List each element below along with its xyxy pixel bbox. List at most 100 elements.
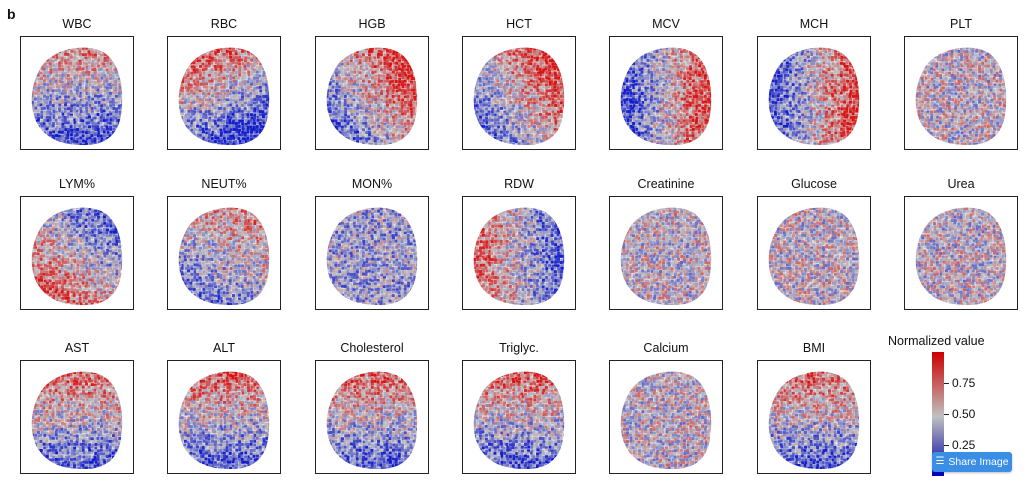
- data-point: [412, 101, 416, 105]
- data-point: [412, 92, 416, 96]
- data-point: [235, 44, 238, 47]
- data-point: [467, 113, 470, 116]
- data-point: [124, 101, 127, 104]
- data-point: [350, 137, 354, 141]
- data-point: [416, 67, 418, 71]
- data-point: [512, 146, 515, 149]
- data-point: [58, 118, 62, 122]
- data-point: [419, 74, 422, 77]
- data-point: [380, 98, 384, 102]
- data-point: [410, 94, 414, 98]
- data-point: [551, 88, 555, 92]
- data-point: [25, 56, 28, 59]
- data-point: [82, 115, 86, 119]
- data-point: [475, 110, 479, 114]
- data-point: [535, 100, 539, 104]
- data-point: [184, 131, 188, 135]
- data-point: [66, 130, 70, 134]
- data-point: [332, 98, 336, 102]
- data-point: [337, 140, 341, 144]
- data-point: [247, 52, 251, 56]
- data-point: [108, 143, 112, 146]
- data-point: [548, 136, 552, 140]
- data-point: [365, 127, 369, 131]
- data-point: [338, 107, 342, 111]
- data-point: [238, 65, 242, 69]
- data-point: [193, 82, 197, 86]
- data-point: [470, 77, 473, 80]
- data-point: [229, 98, 233, 102]
- data-point: [193, 127, 197, 131]
- data-point: [241, 91, 245, 95]
- data-point: [521, 59, 525, 63]
- panel-letter: b: [7, 6, 16, 22]
- data-point: [262, 70, 266, 74]
- data-point: [28, 116, 31, 119]
- data-point: [178, 146, 181, 149]
- data-point: [235, 58, 239, 62]
- data-point: [548, 122, 552, 126]
- data-point: [72, 64, 76, 68]
- data-point: [527, 59, 531, 63]
- data-point: [407, 41, 410, 44]
- data-point: [377, 125, 381, 129]
- data-point: [190, 109, 194, 113]
- data-point: [410, 140, 414, 144]
- data-point: [557, 74, 561, 78]
- data-point: [559, 82, 563, 86]
- data-point: [538, 49, 542, 53]
- data-point: [368, 104, 372, 108]
- data-point: [545, 136, 549, 140]
- data-point: [51, 92, 55, 96]
- data-point: [392, 50, 396, 54]
- data-point: [120, 64, 123, 68]
- data-point: [334, 62, 338, 66]
- data-point: [556, 94, 560, 98]
- data-point: [533, 97, 537, 101]
- data-point: [244, 41, 247, 44]
- data-point: [34, 85, 38, 89]
- data-point: [410, 88, 414, 92]
- data-point: [267, 104, 270, 108]
- data-point: [370, 88, 374, 92]
- data-point: [261, 77, 265, 81]
- data-point: [70, 41, 73, 44]
- data-point: [55, 130, 59, 134]
- data-point: [241, 116, 245, 120]
- data-point: [328, 103, 332, 107]
- data-point: [114, 133, 118, 137]
- data-point: [379, 137, 383, 141]
- data-point: [225, 55, 229, 59]
- data-point: [331, 134, 335, 138]
- data-point: [195, 61, 199, 65]
- data-point: [37, 86, 41, 90]
- data-point: [172, 101, 175, 104]
- data-point: [502, 101, 506, 105]
- data-point: [626, 47, 630, 50]
- data-point: [556, 86, 560, 90]
- data-point: [238, 115, 242, 119]
- data-point: [201, 125, 205, 129]
- data-point: [400, 136, 404, 140]
- data-point: [223, 104, 227, 108]
- data-point: [379, 47, 383, 50]
- data-point: [496, 64, 500, 68]
- data-point: [326, 41, 329, 44]
- data-point: [542, 83, 546, 87]
- data-point: [517, 71, 521, 75]
- data-point: [265, 65, 269, 69]
- data-point: [102, 119, 106, 123]
- data-point: [66, 88, 70, 92]
- data-point: [406, 47, 410, 51]
- data-point: [60, 61, 64, 65]
- data-point: [364, 59, 368, 63]
- data-point: [473, 52, 477, 56]
- data-point: [214, 98, 218, 102]
- data-point: [559, 109, 563, 113]
- data-point: [403, 124, 407, 128]
- data-point: [505, 95, 509, 99]
- data-point: [511, 80, 515, 84]
- data-point: [201, 106, 205, 110]
- data-point: [76, 62, 80, 66]
- data-point: [359, 41, 362, 44]
